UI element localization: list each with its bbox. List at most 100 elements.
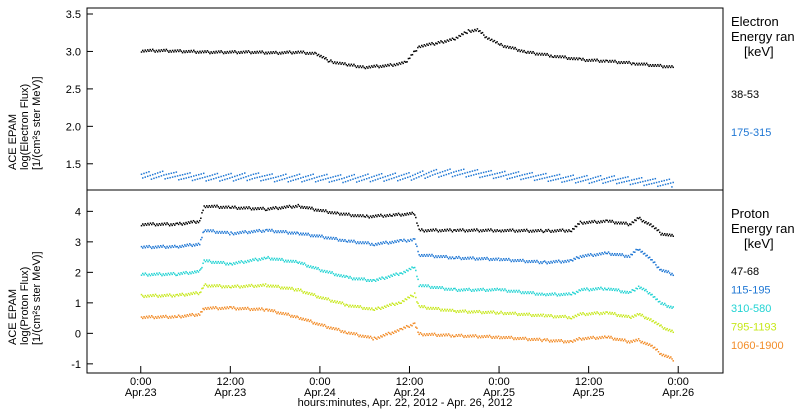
electron-data-point — [597, 175, 599, 178]
proton-data-point — [284, 259, 287, 262]
proton-data-point — [348, 277, 350, 279]
proton-data-point — [659, 300, 661, 303]
proton-data-point — [374, 214, 377, 217]
proton-data-point — [180, 223, 182, 225]
proton-data-point — [657, 229, 660, 231]
electron-data-point — [344, 180, 347, 183]
electron-data-point — [495, 177, 497, 179]
electron-data-point — [535, 175, 537, 177]
proton-data-point — [142, 247, 144, 249]
electron-data-point — [495, 41, 497, 44]
proton-data-point — [665, 354, 667, 357]
electron-data-point — [562, 177, 565, 179]
proton-data-point — [171, 273, 173, 276]
proton-data-point — [170, 317, 172, 319]
proton-data-point — [429, 334, 432, 336]
electron-data-point — [476, 28, 479, 30]
proton-data-point — [429, 306, 432, 309]
electron-data-point — [239, 52, 241, 55]
proton-data-point — [554, 315, 556, 317]
proton-data-point — [184, 295, 186, 297]
proton-data-point — [612, 254, 615, 256]
proton-data-point — [431, 308, 433, 310]
proton-data-point — [209, 286, 212, 288]
proton-data-point — [216, 284, 218, 286]
electron-data-point — [377, 65, 379, 68]
proton-data-point — [520, 312, 523, 315]
proton-data-point — [157, 273, 159, 276]
proton-data-point — [634, 340, 636, 343]
proton-data-point — [661, 232, 664, 235]
electron-data-point — [486, 174, 489, 177]
proton-data-point — [605, 252, 607, 255]
proton-data-point — [302, 263, 304, 266]
electron-data-point — [460, 33, 463, 35]
proton-data-point — [267, 284, 269, 286]
proton-data-point — [502, 230, 505, 233]
proton-data-point — [391, 240, 394, 243]
electron-data-point — [365, 66, 368, 68]
proton-data-point — [321, 323, 323, 325]
electron-data-point — [546, 176, 548, 179]
proton-data-point — [408, 240, 411, 243]
electron-data-point — [372, 180, 374, 182]
proton-data-point — [377, 214, 379, 216]
proton-data-point — [644, 317, 646, 320]
proton-data-point — [231, 307, 234, 310]
electron-data-point — [205, 51, 207, 54]
proton-data-point — [206, 284, 208, 287]
proton-data-point — [399, 328, 401, 330]
proton-data-point — [428, 230, 431, 232]
proton-data-point — [580, 221, 583, 224]
proton-data-point — [514, 311, 516, 314]
electron-data-point — [250, 52, 252, 55]
proton-data-point — [495, 335, 497, 338]
electron-data-point — [166, 50, 169, 52]
proton-data-point — [419, 255, 422, 258]
proton-data-point — [429, 255, 432, 257]
proton-data-point — [636, 249, 639, 251]
proton-data-point — [583, 255, 586, 258]
electron-data-point — [607, 181, 609, 183]
proton-data-point — [181, 244, 184, 247]
proton-data-point — [593, 289, 596, 291]
proton-data-point — [306, 320, 308, 322]
proton-data-point — [645, 255, 647, 257]
electron-data-point — [638, 62, 640, 65]
electron-data-point — [486, 38, 489, 40]
proton-data-point — [292, 233, 294, 235]
proton-data-point — [217, 285, 220, 288]
electron-data-point — [151, 48, 154, 51]
proton-data-point — [433, 332, 436, 335]
proton-data-point — [150, 315, 153, 317]
proton-legend-entry: 47-68 — [731, 266, 759, 278]
electron-data-point — [451, 175, 454, 178]
proton-data-point — [444, 256, 446, 259]
proton-data-point — [420, 253, 423, 256]
proton-data-point — [358, 335, 360, 338]
electron-data-point — [290, 180, 292, 182]
proton-data-point — [667, 270, 670, 272]
proton-data-point — [666, 306, 668, 308]
proton-data-point — [391, 331, 394, 334]
electron-data-point — [584, 60, 587, 63]
electron-data-point — [397, 64, 399, 66]
proton-ylabel-line-2: log(Proton Flux) — [19, 267, 31, 345]
proton-data-point — [186, 243, 189, 246]
proton-data-point — [413, 292, 416, 294]
proton-data-point — [653, 296, 656, 298]
electron-data-point — [431, 174, 434, 176]
proton-legend-entry: 115-195 — [731, 285, 771, 297]
proton-data-point — [225, 205, 227, 208]
proton-data-point — [364, 241, 367, 243]
electron-data-point — [475, 173, 477, 175]
proton-data-point — [226, 262, 228, 264]
proton-data-point — [376, 308, 378, 310]
proton-data-point — [625, 314, 627, 317]
electron-data-point — [311, 51, 314, 54]
electron-data-point — [199, 177, 201, 180]
proton-data-point — [478, 257, 481, 259]
proton-data-point — [175, 316, 177, 319]
proton-data-point — [450, 336, 452, 338]
electron-data-point — [217, 176, 220, 179]
